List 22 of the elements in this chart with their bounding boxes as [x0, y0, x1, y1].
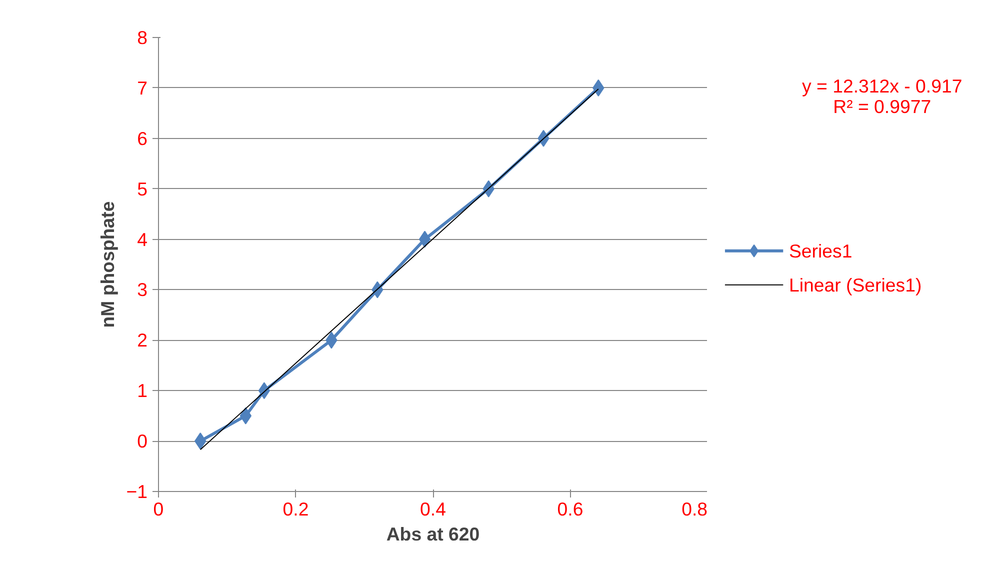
y-tick-label: −1 — [126, 481, 148, 502]
text: y = 12.312x - 0.917 — [802, 76, 962, 97]
x-axis-title: Abs at 620 — [386, 524, 480, 544]
y-tick-label: 8 — [137, 27, 148, 48]
x-tick-label: 0.6 — [557, 498, 584, 520]
y-tick-label: 0 — [137, 430, 148, 452]
y-tick-label: 5 — [137, 178, 148, 200]
point — [418, 230, 431, 248]
y-tick-label: 3 — [137, 279, 148, 300]
text: R² = 0.9977 — [833, 96, 932, 117]
y-tick-label: 7 — [137, 77, 148, 98]
y-tick-label: 1 — [137, 380, 148, 402]
legend-label: Series1 — [788, 240, 852, 262]
y-tick-label: 2 — [137, 330, 148, 351]
x-tick-label: 0.8 — [682, 498, 708, 520]
y-tick-label: 4 — [137, 228, 148, 250]
y-axis-title: nM phosphate — [97, 201, 118, 328]
legend-label: Linear (Series1) — [788, 274, 922, 296]
y-tick-label: 6 — [137, 128, 148, 149]
x-tick-label: 0.4 — [420, 498, 446, 520]
x-tick-label: 0 — [153, 498, 164, 520]
x-tick-label: 0.2 — [282, 498, 309, 520]
